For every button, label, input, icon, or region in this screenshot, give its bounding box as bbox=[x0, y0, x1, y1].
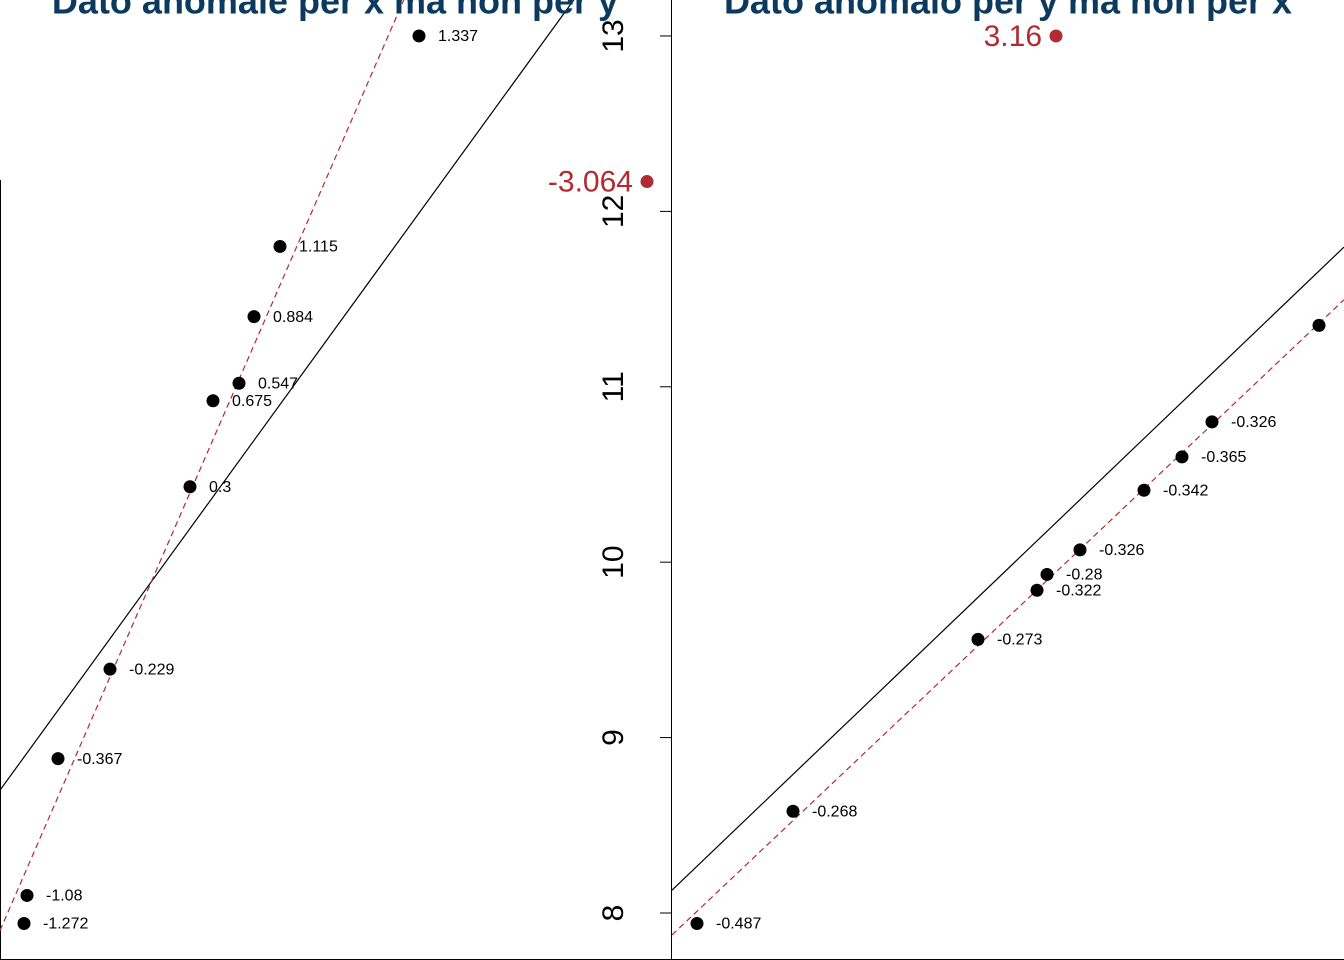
point-label: -0.229 bbox=[129, 661, 174, 678]
fit-line bbox=[0, 0, 405, 931]
outlier-point bbox=[1049, 29, 1063, 43]
chart-title: Dato anomalo per y ma non per x bbox=[724, 0, 1292, 22]
point bbox=[183, 480, 197, 494]
point-label: 0.884 bbox=[273, 309, 313, 326]
point-label: -0.28 bbox=[1066, 567, 1103, 584]
point bbox=[247, 310, 261, 324]
y-tick-label: 9 bbox=[597, 729, 630, 746]
point-label: -0.365 bbox=[1201, 449, 1246, 466]
point-label: -1.08 bbox=[46, 888, 83, 905]
point bbox=[17, 917, 31, 931]
point bbox=[1073, 543, 1087, 557]
outlier-point bbox=[640, 175, 654, 189]
point bbox=[1312, 318, 1326, 332]
chart-title: Dato anomale per x ma non per y bbox=[52, 0, 618, 22]
y-tick-label: 10 bbox=[597, 545, 630, 578]
point bbox=[232, 376, 246, 390]
point-label: -0.326 bbox=[1099, 542, 1144, 559]
point-label: -0.367 bbox=[77, 751, 122, 768]
point bbox=[51, 752, 65, 766]
y-tick-label: 12 bbox=[597, 195, 630, 228]
fit-line bbox=[0, 0, 575, 791]
point-label: 1.337 bbox=[438, 28, 478, 45]
fit-line bbox=[671, 299, 1344, 936]
fit-line bbox=[671, 246, 1344, 891]
point-label: -0.342 bbox=[1163, 482, 1208, 499]
point bbox=[206, 394, 220, 408]
point-label: -1.272 bbox=[43, 916, 88, 933]
point bbox=[1175, 450, 1189, 464]
point bbox=[1205, 415, 1219, 429]
point-label: 0.675 bbox=[232, 393, 272, 410]
point bbox=[103, 662, 117, 676]
y-tick-label: 11 bbox=[597, 371, 630, 402]
point bbox=[273, 239, 287, 253]
point-label: 0.547 bbox=[258, 375, 298, 392]
y-tick-label: 13 bbox=[597, 19, 630, 52]
point bbox=[786, 804, 800, 818]
point-label: -0.268 bbox=[812, 803, 857, 820]
y-tick-label: 8 bbox=[597, 905, 630, 922]
outlier-label: -3.064 bbox=[548, 165, 633, 198]
point bbox=[1030, 583, 1044, 597]
point bbox=[690, 917, 704, 931]
point-label: -0.273 bbox=[997, 632, 1042, 649]
outlier-label: 3.16 bbox=[984, 20, 1042, 53]
point-label: -0.322 bbox=[1056, 582, 1101, 599]
point bbox=[20, 888, 34, 902]
point-label: 0.3 bbox=[209, 479, 231, 496]
point bbox=[1040, 567, 1054, 581]
point bbox=[971, 632, 985, 646]
point bbox=[1137, 483, 1151, 497]
point-label: 1.115 bbox=[299, 239, 338, 256]
point-label: -0.326 bbox=[1231, 414, 1276, 431]
point bbox=[412, 29, 426, 43]
point-label: -0.487 bbox=[716, 916, 761, 933]
